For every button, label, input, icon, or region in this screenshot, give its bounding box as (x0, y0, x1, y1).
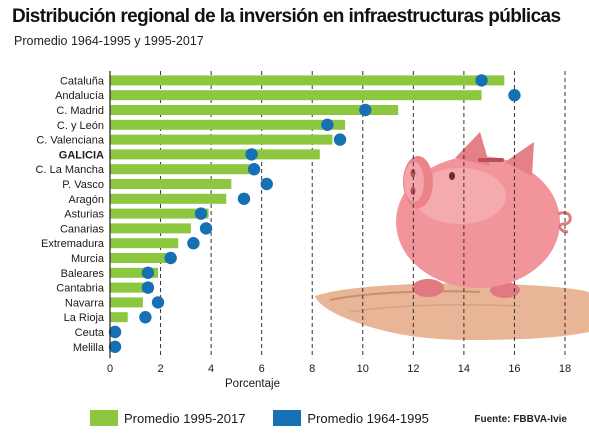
category-label-0: Cataluña (60, 75, 105, 87)
legend-item-dot: Promedio 1964-1995 (273, 410, 429, 426)
bar-14 (110, 282, 153, 293)
category-label-12: Murcia (71, 253, 105, 265)
category-label-9: Asturias (64, 209, 104, 221)
bar-5 (110, 149, 320, 160)
legend-label-dot: Promedio 1964-1995 (307, 410, 429, 426)
category-label-17: Ceuta (75, 327, 105, 339)
legend: Promedio 1995-2017 Promedio 1964-1995 (90, 409, 457, 427)
bar-0 (110, 75, 505, 86)
chart-title: Distribución regional de la inversión en… (12, 6, 561, 27)
bar-11 (110, 238, 179, 249)
x-tick-label-4: 8 (309, 363, 315, 375)
bar-16 (110, 312, 128, 323)
x-tick-label-7: 14 (458, 363, 470, 375)
legend-label-bar: Promedio 1995-2017 (124, 410, 246, 426)
dot-2 (359, 103, 372, 117)
category-label-13: Baleares (61, 268, 105, 280)
x-tick-label-0: 0 (107, 363, 113, 375)
category-label-11: Extremadura (41, 238, 105, 250)
x-tick-label-6: 12 (407, 363, 419, 375)
bar-6 (110, 164, 257, 175)
legend-swatch-bar (90, 410, 118, 426)
dot-9 (194, 207, 208, 220)
dot-8 (237, 192, 251, 205)
dot-13 (141, 266, 155, 279)
category-label-16: La Rioja (64, 312, 105, 324)
dots (108, 74, 521, 353)
source-note: Fuente: FBBVA-Ivie (474, 414, 567, 425)
dot-4 (333, 133, 347, 146)
bar-4 (110, 134, 333, 145)
x-axis-label: Porcentaje (225, 378, 280, 390)
x-tick-label-3: 6 (259, 363, 265, 375)
dot-14 (141, 281, 155, 294)
category-label-1: Andalucía (55, 90, 105, 102)
dot-16 (139, 311, 152, 324)
x-tick-label-1: 2 (157, 363, 163, 375)
category-label-7: P. Vasco (62, 179, 104, 191)
x-tick-label-2: 4 (208, 363, 214, 375)
dot-18 (108, 340, 122, 353)
dot-5 (245, 148, 258, 161)
category-label-18: Melilla (73, 342, 105, 354)
category-label-6: C. La Mancha (36, 164, 105, 176)
category-label-5: GALICIA (59, 149, 104, 161)
category-label-2: C. Madrid (56, 105, 104, 117)
bar-15 (110, 297, 143, 308)
bar-9 (110, 208, 209, 219)
category-labels: Cataluña Andalucía C. Madrid C. y León C. Va… (36, 75, 105, 353)
category-label-3: C. y León (57, 120, 104, 132)
category-label-8: Aragón (69, 194, 104, 206)
dot-10 (199, 222, 213, 235)
dot-6 (247, 163, 261, 176)
piggy-bank-illustration (315, 132, 589, 340)
dot-17 (108, 325, 122, 339)
bar-8 (110, 193, 227, 204)
bar-10 (110, 223, 191, 234)
bar-2 (110, 105, 399, 115)
category-label-10: Canarias (60, 223, 105, 235)
category-label-4: C. Valenciana (36, 135, 105, 147)
dot-12 (164, 251, 177, 265)
legend-item-bar: Promedio 1995-2017 (90, 410, 245, 426)
chart-subtitle: Promedio 1964-1995 y 1995-2017 (14, 34, 204, 48)
dot-11 (187, 237, 200, 250)
dot-15 (151, 296, 165, 309)
bar-13 (110, 267, 159, 278)
bars (110, 75, 505, 352)
dot-3 (321, 118, 334, 131)
x-axis: 0 2 4 6 8 10 12 14 16 18 Porcentaje (107, 71, 571, 390)
bar-3 (110, 119, 346, 130)
bar-1 (110, 90, 482, 101)
category-label-14: Cantabria (56, 283, 105, 295)
dot-7 (260, 177, 273, 191)
x-tick-label-8: 16 (508, 363, 520, 375)
dot-1 (508, 89, 521, 102)
dot-0 (475, 74, 488, 87)
category-label-15: Navarra (65, 297, 105, 309)
bar-12 (110, 253, 174, 263)
legend-swatch-dot (273, 410, 302, 426)
bar-7 (110, 179, 232, 189)
x-tick-label-9: 18 (559, 363, 571, 375)
x-tick-label-5: 10 (357, 363, 369, 375)
